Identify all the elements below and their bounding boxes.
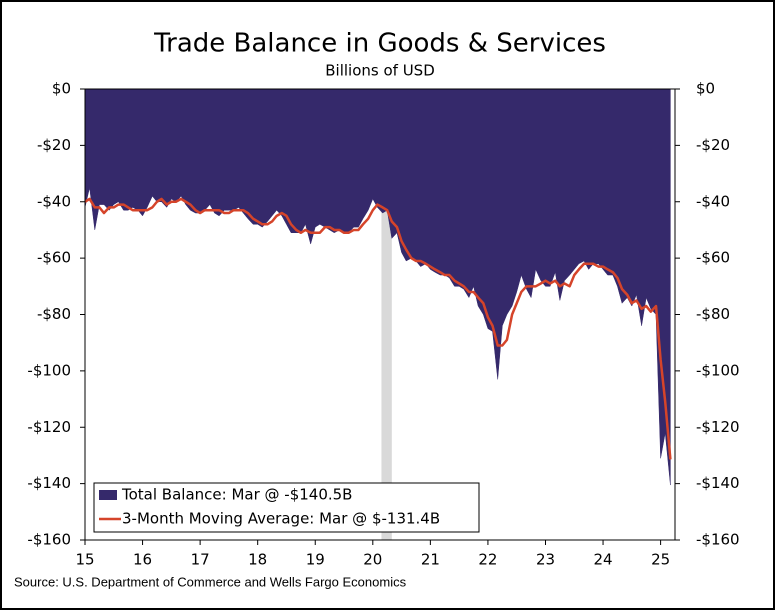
x-tick-label: 22 — [478, 551, 497, 569]
y2-tick-label: -$100 — [696, 361, 740, 379]
y2-tick-label: -$140 — [696, 474, 740, 492]
y2-tick-label: -$120 — [696, 418, 740, 436]
x-tick-label: 17 — [191, 551, 210, 569]
y-tick-label: -$80 — [37, 305, 71, 323]
x-tick-label: 25 — [651, 551, 670, 569]
legend-label: Total Balance: Mar @ -$140.5B — [121, 486, 352, 504]
y2-tick-label: -$80 — [696, 305, 730, 323]
legend-swatch — [99, 490, 117, 500]
chart-subtitle: Billions of USD — [325, 62, 435, 80]
y-tick-label: -$160 — [27, 531, 71, 549]
x-tick-label: 21 — [421, 551, 440, 569]
y-tick-label: -$140 — [27, 474, 71, 492]
y-tick-label: -$100 — [27, 361, 71, 379]
y2-tick-label: -$20 — [696, 136, 730, 154]
x-tick-label: 20 — [363, 551, 382, 569]
y2-tick-label: -$60 — [696, 249, 730, 267]
recession-shade — [381, 89, 392, 540]
y2-tick-label: -$40 — [696, 192, 730, 210]
x-tick-label: 15 — [75, 551, 94, 569]
y2-tick-label: $0 — [696, 80, 715, 98]
y-tick-label: -$40 — [37, 192, 71, 210]
source: Source: U.S. Department of Commerce and … — [14, 574, 407, 589]
y-tick-label: -$120 — [27, 418, 71, 436]
y-tick-label: -$20 — [37, 136, 71, 154]
y-tick-label: $0 — [52, 80, 71, 98]
x-tick-label: 16 — [133, 551, 152, 569]
line — [84, 197, 672, 460]
x-tick-label: 23 — [536, 551, 555, 569]
legend-label: 3-Month Moving Average: Mar @ $-131.4B — [122, 510, 440, 528]
area — [84, 88, 671, 486]
y2-tick-label: -$160 — [696, 531, 740, 549]
y-tick-label: -$60 — [37, 249, 71, 267]
x-tick-label: 19 — [306, 551, 325, 569]
x-tick-label: 18 — [248, 551, 267, 569]
legend-box — [93, 482, 480, 533]
x-tick-label: 24 — [594, 551, 613, 569]
chart-title: Trade Balance in Goods & Services — [153, 29, 606, 59]
